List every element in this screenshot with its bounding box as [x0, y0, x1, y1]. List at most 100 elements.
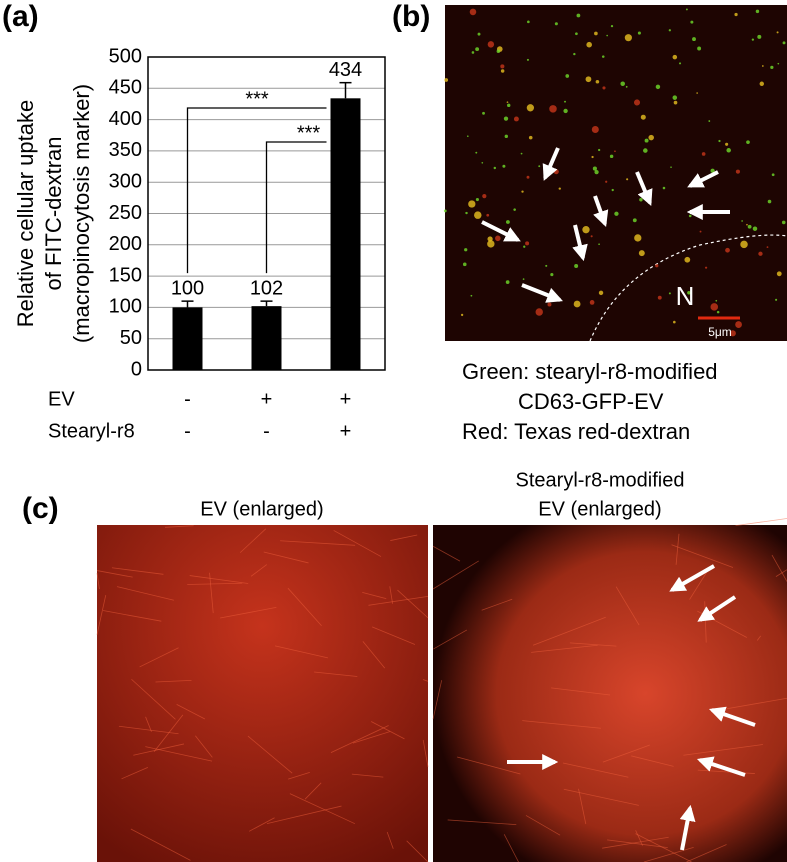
spot	[624, 34, 632, 42]
panel-label: (a)	[2, 0, 39, 33]
micrograph-b	[443, 5, 787, 342]
fiber	[155, 679, 192, 683]
fiber	[671, 544, 734, 568]
spot	[690, 20, 694, 24]
spot	[611, 188, 614, 192]
fiber	[274, 645, 328, 659]
fiber	[111, 567, 164, 575]
condition-label: Stearyl-r8	[48, 420, 135, 442]
fiber	[130, 828, 191, 861]
fiber	[397, 589, 429, 619]
spot	[610, 25, 614, 28]
spot	[486, 213, 490, 217]
spot	[592, 166, 597, 171]
fiber	[525, 815, 561, 836]
spot	[575, 32, 578, 36]
spot	[692, 37, 696, 42]
condition-label: EV	[48, 388, 75, 410]
spot	[504, 134, 508, 139]
spot	[782, 41, 786, 45]
fiber	[631, 755, 674, 767]
spot	[696, 92, 698, 94]
fiber	[330, 725, 389, 753]
fiber	[775, 569, 787, 577]
spot	[710, 168, 715, 173]
fiber	[247, 735, 293, 774]
spot	[598, 290, 604, 296]
fiber	[615, 586, 640, 626]
fiber	[386, 831, 394, 849]
fiber	[195, 735, 213, 758]
spot	[759, 81, 764, 86]
condition-sign: -	[184, 420, 191, 442]
fiber	[250, 564, 268, 577]
spot	[609, 154, 614, 159]
spot	[550, 273, 554, 277]
spot	[755, 9, 760, 14]
fiber	[531, 644, 598, 653]
spot	[726, 148, 731, 153]
spot	[591, 155, 594, 159]
spot	[594, 169, 599, 175]
y-axis-label: Relative cellular uptake	[13, 100, 38, 327]
scale-bar-label: 5μm	[708, 325, 732, 339]
image-title: EV (enlarged)	[200, 498, 323, 520]
spot	[598, 243, 600, 246]
spot	[747, 224, 752, 229]
arrows	[481, 147, 756, 851]
fiber	[457, 756, 521, 775]
legend-line: CD63-GFP-EV	[518, 389, 664, 414]
fiber	[304, 782, 322, 800]
y-tick-label: 300	[109, 170, 142, 192]
fiber	[263, 551, 309, 564]
spot	[545, 264, 548, 267]
spot	[482, 111, 485, 115]
condition-sign: +	[340, 420, 352, 442]
condition-sign: -	[263, 420, 270, 442]
spot	[614, 150, 616, 153]
spot	[522, 278, 525, 280]
fiber	[578, 788, 587, 825]
spot	[487, 240, 495, 248]
fiber	[432, 545, 461, 562]
spot	[655, 84, 661, 90]
y-axis-label: (macropinocytosis marker)	[69, 84, 94, 343]
spot	[443, 209, 447, 213]
fiber	[719, 697, 787, 711]
spot	[513, 116, 519, 122]
spot	[520, 152, 523, 155]
spot	[673, 100, 678, 105]
spot	[506, 101, 509, 104]
spot	[464, 248, 468, 252]
spot	[505, 220, 510, 224]
spot	[657, 295, 662, 300]
spot	[527, 20, 530, 24]
spot	[535, 308, 543, 316]
spot	[576, 13, 581, 18]
spot	[487, 236, 493, 242]
spot	[487, 41, 495, 48]
spot	[746, 223, 748, 226]
spot	[757, 34, 762, 39]
fiber	[287, 587, 322, 627]
fiber	[406, 840, 429, 862]
spot	[589, 300, 595, 305]
spot	[668, 29, 671, 32]
spot	[505, 280, 510, 284]
fiber	[362, 641, 386, 669]
fiber	[266, 805, 342, 824]
fiber	[314, 671, 358, 677]
y-tick-label: 50	[120, 327, 142, 349]
spot	[565, 74, 570, 78]
significance-bracket	[265, 141, 327, 274]
fiber	[562, 762, 629, 778]
micrographs-c	[96, 518, 787, 862]
image-background	[445, 5, 787, 341]
spot	[708, 120, 711, 122]
spot	[638, 250, 645, 257]
spot	[503, 116, 509, 121]
spot	[526, 175, 530, 179]
spot	[644, 138, 649, 143]
spot	[594, 31, 598, 36]
spot	[643, 148, 648, 153]
